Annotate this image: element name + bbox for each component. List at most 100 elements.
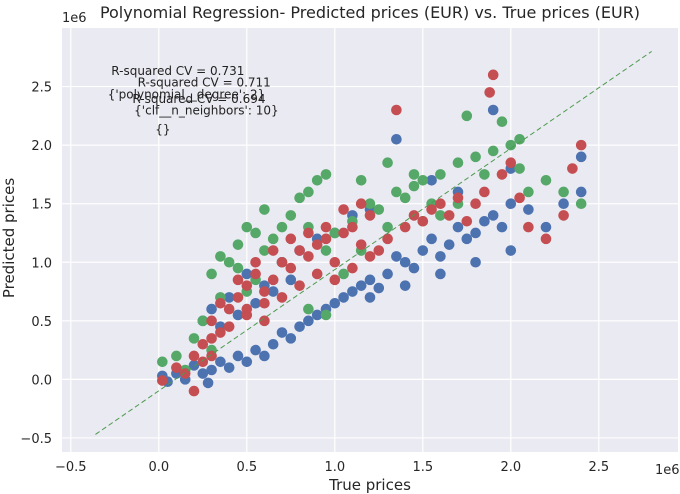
point-s0-43 <box>540 221 552 233</box>
point-s1-42 <box>461 110 473 122</box>
point-s1-40 <box>558 186 569 198</box>
point-s0-67 <box>285 274 297 286</box>
chart-title: Polynomial Regression- Predicted prices … <box>100 3 640 22</box>
point-s1-43 <box>496 116 508 128</box>
point-s0-28 <box>391 251 402 262</box>
point-s2-43 <box>540 233 552 245</box>
point-s0-6 <box>202 377 214 389</box>
point-s1-26 <box>391 186 402 198</box>
point-s2-38 <box>487 69 499 81</box>
y-offset-label: 1e6 <box>62 11 87 26</box>
point-s0-25 <box>364 274 376 286</box>
point-s0-45 <box>575 186 587 198</box>
point-s1-25 <box>382 221 393 233</box>
y-tick-label: 0.0 <box>31 373 52 388</box>
point-s0-53 <box>223 292 235 303</box>
point-s0-38 <box>479 215 490 227</box>
point-s0-66 <box>267 286 279 297</box>
point-s1-32 <box>452 157 464 168</box>
point-s1-58 <box>435 210 446 221</box>
point-s0-65 <box>250 297 261 309</box>
point-s1-54 <box>215 251 226 262</box>
point-s1-55 <box>232 239 244 250</box>
point-s2-27 <box>399 221 411 233</box>
point-s1-27 <box>399 192 411 204</box>
point-s0-46 <box>391 133 402 145</box>
point-s2-4 <box>197 338 209 350</box>
point-s2-70 <box>259 315 270 327</box>
point-s0-26 <box>373 282 385 294</box>
point-s2-45 <box>575 139 587 151</box>
point-s2-57 <box>215 297 226 309</box>
point-s1-33 <box>470 151 481 163</box>
point-s0-42 <box>523 204 534 215</box>
point-s2-39 <box>496 169 508 180</box>
annotation-3: R-squared CV = 0.694 <box>132 92 265 106</box>
point-s2-63 <box>320 221 332 233</box>
point-s2-47 <box>206 333 217 344</box>
point-s1-34 <box>479 169 490 180</box>
reference-line <box>95 51 652 435</box>
point-s2-52 <box>294 280 305 291</box>
point-s2-34 <box>461 215 473 227</box>
point-s2-59 <box>250 256 261 268</box>
point-s2-17 <box>311 239 323 250</box>
point-s2-69 <box>241 303 253 315</box>
point-s1-36 <box>505 139 517 151</box>
point-s2-33 <box>452 192 464 204</box>
point-s2-30 <box>426 204 437 215</box>
point-s2-36 <box>479 186 490 198</box>
point-s0-31 <box>417 245 429 256</box>
point-s2-40 <box>505 157 517 168</box>
annotation-2: {'polynomial__degree': 2} <box>108 87 265 101</box>
x-tick-label: −0.5 <box>55 460 87 475</box>
x-tick-label: 1.0 <box>324 460 345 475</box>
annotation-5: {} <box>155 122 170 136</box>
point-s1-49 <box>276 221 288 233</box>
point-s2-0 <box>157 375 168 386</box>
point-s0-23 <box>347 286 358 297</box>
x-tick-label: 2.5 <box>588 460 609 475</box>
point-s1-52 <box>382 157 393 168</box>
point-s1-24 <box>373 204 385 215</box>
point-s2-11 <box>259 286 270 297</box>
point-s1-44 <box>514 133 525 145</box>
x-axis-label: True prices <box>328 476 411 494</box>
point-s2-54 <box>329 274 341 286</box>
point-s0-35 <box>452 221 464 233</box>
x-offset-label: 1e6 <box>655 463 680 478</box>
point-s2-9 <box>241 280 253 291</box>
point-s2-68 <box>188 385 200 397</box>
point-s0-39 <box>487 210 499 221</box>
x-tick-label: 1.5 <box>412 460 433 475</box>
point-s0-12 <box>250 344 261 356</box>
point-s2-42 <box>523 221 534 233</box>
point-s0-9 <box>223 362 235 373</box>
point-s2-3 <box>188 350 200 362</box>
point-s1-20 <box>338 268 349 280</box>
y-tick-label: 1.5 <box>31 198 52 213</box>
point-s0-7 <box>206 364 217 376</box>
point-s0-40 <box>496 221 508 233</box>
point-s0-5 <box>197 368 209 379</box>
point-s0-21 <box>329 297 341 309</box>
point-s1-11 <box>259 245 270 256</box>
point-s2-37 <box>484 87 495 98</box>
annotation-0: R-squared CV = 0.731 <box>111 64 244 78</box>
point-s1-18 <box>320 245 332 256</box>
point-s0-13 <box>259 350 270 362</box>
y-axis-label: Predicted prices <box>0 178 18 299</box>
point-s1-12 <box>267 233 279 245</box>
point-s0-8 <box>215 356 226 368</box>
point-s0-54 <box>241 268 253 280</box>
point-s1-9 <box>241 221 253 233</box>
point-s2-1 <box>171 362 182 373</box>
point-s0-51 <box>575 151 587 163</box>
point-s0-19 <box>311 309 323 321</box>
point-s1-50 <box>303 186 314 198</box>
point-s1-56 <box>250 227 261 239</box>
point-s0-41 <box>505 198 517 209</box>
point-s2-22 <box>355 239 367 250</box>
point-s1-48 <box>259 204 270 215</box>
